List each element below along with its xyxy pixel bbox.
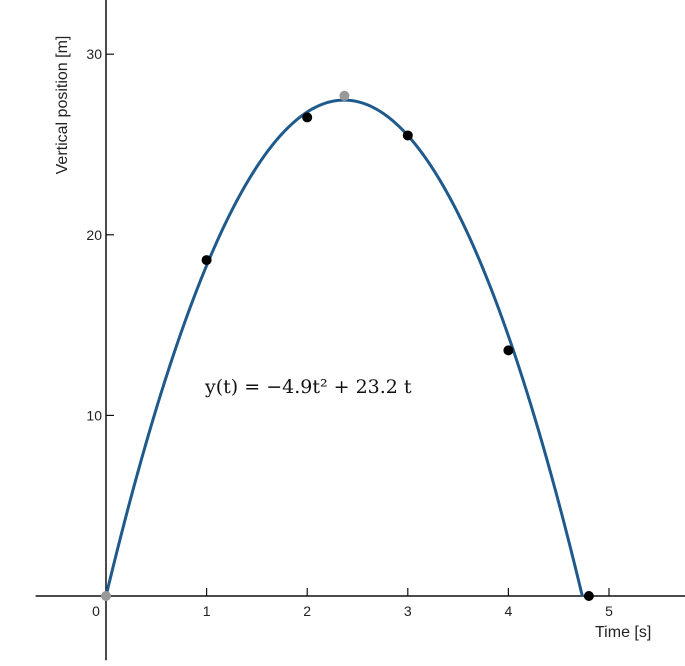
- y-tick-label: 30: [86, 46, 102, 62]
- x-tick-label: 5: [605, 603, 613, 619]
- highlight-point: [101, 591, 111, 601]
- y-tick-label: 10: [86, 407, 102, 423]
- measured-point: [302, 112, 313, 123]
- x-axis-title: Time [s]: [595, 624, 651, 641]
- measured-point: [402, 130, 413, 141]
- highlight-point: [339, 90, 350, 101]
- data-points: [101, 90, 594, 601]
- measured-point: [503, 345, 514, 356]
- axes: [35, 0, 685, 661]
- y-axis-title: Vertical position [m]: [54, 36, 71, 175]
- fit-equation: y(t) = −4.9t² + 23.2 t: [204, 376, 412, 398]
- ticks: 0 1 2 3 4 5 10 20 30: [86, 46, 613, 619]
- x-tick-label: 0: [92, 603, 100, 619]
- y-tick-label: 20: [86, 227, 102, 243]
- x-tick-label: 2: [303, 603, 311, 619]
- measured-point: [583, 591, 594, 601]
- x-tick-label: 1: [203, 603, 211, 619]
- x-tick-label: 4: [505, 603, 513, 619]
- measured-point: [201, 255, 212, 266]
- x-tick-label: 3: [404, 603, 412, 619]
